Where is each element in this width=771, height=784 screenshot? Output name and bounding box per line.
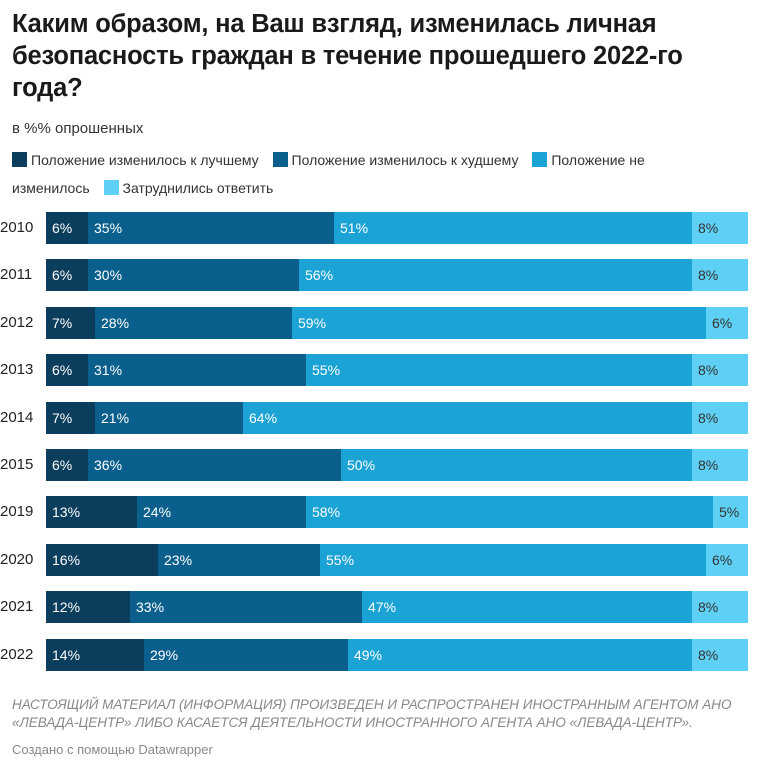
bar-segment-1: 14%	[46, 638, 144, 671]
bar-row-2015: 2015 6% 36% 50% 8%	[0, 449, 760, 481]
legend-item-2: Положение изменилось к худшему	[272, 152, 519, 168]
year-label: 2013	[0, 361, 34, 379]
stacked-bar-chart: 2010 6% 35% 51% 8% 2011 6% 30% 56% 8% 2012 7% 28% 59%…	[0, 212, 760, 672]
legend-label-1: Положение изменилось к лучшему	[31, 152, 259, 168]
year-label: 2022	[0, 645, 34, 663]
bar-segment-4: 6%	[706, 543, 748, 576]
bar-segment-4: 8%	[692, 401, 748, 434]
legend-item-3: Положение не изменилось	[12, 152, 645, 196]
stacked-bar: 14% 29% 49% 8%	[46, 638, 748, 671]
stacked-bar: 7% 21% 64% 8%	[46, 401, 748, 434]
bar-segment-3: 51%	[334, 212, 692, 244]
bar-segment-3: 59%	[292, 306, 706, 339]
bar-segment-3: 64%	[243, 401, 692, 434]
chart-footer: НАСТОЯЩИЙ МАТЕРИАЛ (ИНФОРМАЦИЯ) ПРОИЗВЕД…	[12, 696, 752, 757]
legend-swatch-4	[103, 180, 119, 195]
stacked-bar: 13% 24% 58% 5%	[46, 496, 748, 529]
stacked-bar: 6% 36% 50% 8%	[46, 449, 748, 481]
bar-segment-3: 55%	[306, 354, 692, 387]
chart-subtitle: в %% опрошенных	[12, 120, 144, 137]
bar-row-2019: 2019 13% 24% 58% 5%	[0, 496, 760, 529]
bar-segment-1: 6%	[46, 212, 88, 244]
year-label: 2021	[0, 598, 34, 616]
bar-segment-1: 7%	[46, 401, 95, 434]
bar-segment-4: 6%	[706, 306, 748, 339]
legend-swatch-1	[12, 152, 27, 167]
bar-segment-4: 8%	[692, 638, 748, 671]
year-label: 2012	[0, 313, 34, 331]
chart-title: Каким образом, на Ваш взгляд, изменилась…	[12, 10, 683, 102]
stacked-bar: 16% 23% 55% 6%	[46, 543, 748, 576]
bar-segment-2: 31%	[88, 354, 306, 387]
year-label: 2011	[0, 266, 33, 284]
bar-segment-4: 8%	[692, 259, 748, 292]
bar-segment-2: 24%	[137, 496, 306, 529]
bar-segment-1: 12%	[46, 591, 130, 624]
bar-segment-3: 47%	[362, 591, 692, 624]
legend-item-1: Положение изменилось к лучшему	[12, 152, 259, 168]
bar-segment-4: 8%	[692, 354, 748, 387]
bar-segment-3: 49%	[348, 638, 692, 671]
bar-segment-4: 5%	[713, 496, 748, 529]
year-label: 2020	[0, 550, 34, 568]
stacked-bar: 6% 30% 56% 8%	[46, 259, 748, 292]
bar-segment-1: 7%	[46, 306, 95, 339]
stacked-bar: 6% 31% 55% 8%	[46, 354, 748, 387]
legend-label-2: Положение изменилось к худшему	[291, 152, 519, 168]
bar-segment-2: 28%	[95, 306, 292, 339]
bar-row-2022: 2022 14% 29% 49% 8%	[0, 638, 760, 671]
year-label: 2019	[0, 503, 34, 521]
datawrapper-credit[interactable]: Создано с помощью Datawrapper	[12, 742, 213, 757]
legend-label-4: Затруднились ответить	[122, 180, 274, 196]
bar-segment-1: 6%	[46, 354, 88, 387]
stacked-bar: 7% 28% 59% 6%	[46, 306, 748, 339]
bar-segment-4: 8%	[692, 591, 748, 624]
bar-segment-3: 50%	[341, 449, 692, 481]
legend-label-3: Положение не изменилось	[12, 152, 645, 196]
chart-header: Каким образом, на Ваш взгляд, изменилась…	[12, 8, 760, 202]
bar-segment-3: 55%	[320, 543, 706, 576]
bar-segment-2: 35%	[88, 212, 334, 244]
legend-item-4: Затруднились ответить	[103, 180, 274, 196]
stacked-bar: 12% 33% 47% 8%	[46, 591, 748, 624]
bar-row-2021: 2021 12% 33% 47% 8%	[0, 591, 760, 624]
foreign-agent-notice: НАСТОЯЩИЙ МАТЕРИАЛ (ИНФОРМАЦИЯ) ПРОИЗВЕД…	[12, 697, 732, 730]
bar-segment-4: 8%	[692, 449, 748, 481]
bar-segment-4: 8%	[692, 212, 748, 244]
legend-swatch-2	[272, 152, 288, 167]
bar-row-2012: 2012 7% 28% 59% 6%	[0, 306, 760, 339]
bar-segment-1: 6%	[46, 449, 88, 481]
bar-row-2020: 2020 16% 23% 55% 6%	[0, 543, 760, 576]
year-label: 2014	[0, 408, 34, 426]
bar-segment-2: 30%	[88, 259, 299, 292]
bar-segment-1: 13%	[46, 496, 137, 529]
bar-segment-2: 33%	[130, 591, 362, 624]
year-label: 2015	[0, 456, 34, 473]
bar-segment-3: 56%	[299, 259, 692, 292]
bar-row-2013: 2013 6% 31% 55% 8%	[0, 354, 760, 387]
year-label: 2010	[0, 219, 34, 236]
bar-segment-1: 6%	[46, 259, 88, 292]
bar-row-2010: 2010 6% 35% 51% 8%	[0, 212, 760, 244]
bar-segment-2: 23%	[158, 543, 320, 576]
legend-swatch-3	[532, 152, 548, 167]
stacked-bar: 6% 35% 51% 8%	[46, 212, 748, 244]
bar-segment-2: 29%	[144, 638, 348, 671]
bar-segment-1: 16%	[46, 543, 158, 576]
chart-legend: Положение изменилось к лучшему Положение…	[12, 146, 702, 202]
bar-row-2011: 2011 6% 30% 56% 8%	[0, 259, 760, 292]
bar-segment-2: 36%	[88, 449, 341, 481]
bar-segment-2: 21%	[95, 401, 243, 434]
bar-segment-3: 58%	[306, 496, 713, 529]
bar-row-2014: 2014 7% 21% 64% 8%	[0, 401, 760, 434]
